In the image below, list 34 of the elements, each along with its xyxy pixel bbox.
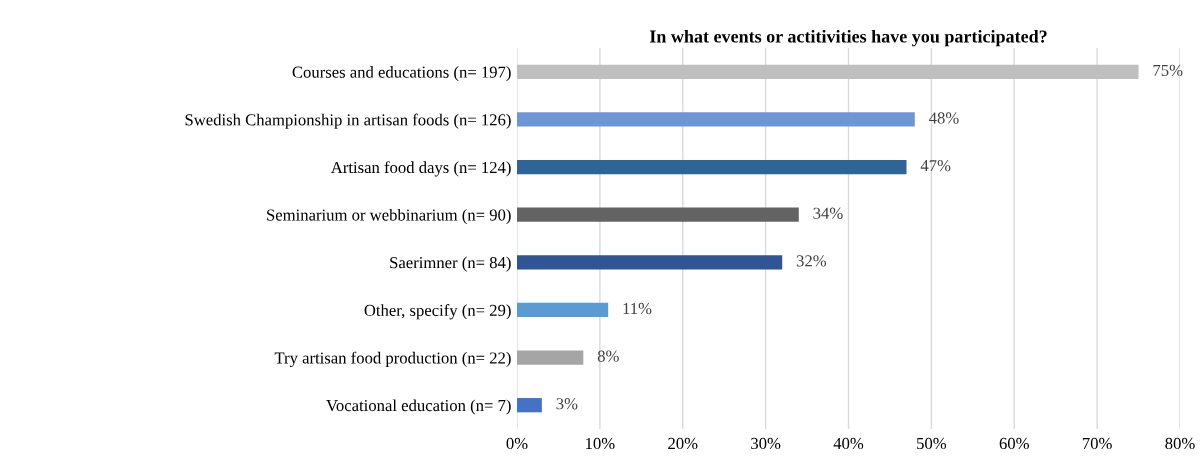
y-tick-label: Artisan food days (n= 124) — [330, 161, 511, 177]
bar — [517, 112, 915, 127]
data-label: 11% — [623, 302, 652, 315]
x-tick-label: 30% — [751, 437, 781, 450]
x-tick-label: 40% — [833, 437, 864, 450]
y-tick-label: Courses and educations (n= 197) — [292, 66, 511, 82]
data-label: 34% — [813, 207, 843, 219]
data-label: 8% — [597, 350, 619, 362]
x-tick-label: 70% — [1082, 437, 1112, 450]
x-tick-label: 20% — [668, 437, 698, 450]
bar — [517, 398, 542, 413]
bar — [517, 207, 799, 222]
data-label: 75% — [1153, 64, 1183, 77]
y-tick-label: Swedish Championship in artisan foods (n= 126) — [185, 113, 511, 129]
bar — [517, 350, 584, 365]
data-label: 48% — [929, 112, 959, 124]
y-tick-label: Saerimner (n= 84) — [390, 256, 511, 272]
y-tick-label: Seminarium or webbinarium (n= 90) — [267, 208, 511, 225]
x-tick-label: 0% — [506, 437, 528, 450]
x-tick-label: 60% — [999, 437, 1029, 450]
bar — [517, 302, 609, 318]
data-label: 47% — [920, 159, 951, 172]
data-label: 3% — [556, 398, 578, 410]
bar — [517, 255, 783, 270]
bar — [517, 64, 1139, 79]
chart-title: In what events or actitivities have you participated? — [649, 29, 1047, 47]
data-label: 32% — [796, 255, 827, 267]
x-tick-label: 80% — [1165, 437, 1195, 450]
y-tick-label: Vocational education (n= 7) — [326, 399, 511, 415]
y-tick-label: Other, specify (n= 29) — [364, 304, 511, 320]
x-tick-label: 10% — [586, 437, 615, 450]
y-tick-label: Try artisan food production (n= 22) — [274, 351, 511, 368]
x-tick-label: 50% — [917, 437, 947, 450]
bar — [517, 159, 907, 175]
